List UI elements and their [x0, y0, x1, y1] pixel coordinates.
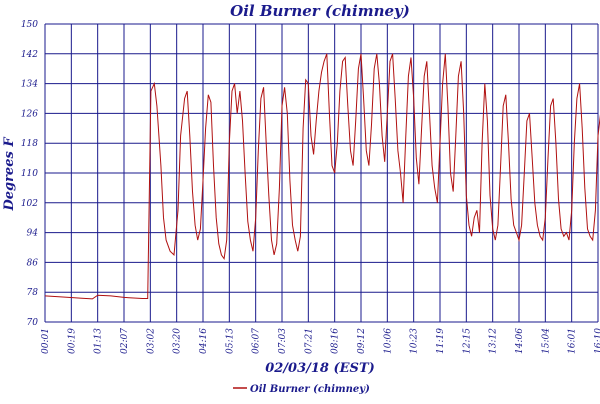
x-tick-label: 05:13 [225, 328, 235, 354]
y-tick-label: 70 [27, 318, 39, 328]
x-tick-label: 06:07 [252, 328, 262, 354]
x-tick-label: 07:03 [278, 328, 288, 354]
legend: Oil Burner (chimney) [233, 384, 370, 395]
x-tick-label: 16:01 [568, 328, 578, 354]
y-ticks: 70 78 86 94 102 110 118 126 134 142 150 [21, 20, 38, 328]
x-tick-label: 08:16 [331, 328, 341, 354]
y-tick-label: 94 [27, 229, 39, 239]
y-tick-label: 142 [21, 50, 38, 60]
x-tick-label: 16:10 [594, 328, 600, 354]
x-tick-label: 13:12 [489, 328, 499, 354]
x-tick-label: 10:23 [410, 328, 420, 354]
series-line [44, 53, 600, 300]
x-tick-label: 07:21 [304, 328, 314, 354]
x-tick-label: 00:01 [41, 328, 51, 354]
grid [44, 23, 599, 323]
y-tick-label: 78 [27, 288, 39, 298]
x-tick-label: 00:19 [67, 328, 77, 354]
y-tick-label: 150 [21, 20, 38, 30]
x-tick-label: 15:04 [541, 328, 551, 354]
x-axis-title: 02/03/18 (EST) [265, 361, 375, 376]
x-tick-label: 12:15 [462, 328, 472, 354]
y-tick-label: 126 [21, 109, 38, 119]
legend-label: Oil Burner (chimney) [250, 384, 370, 395]
x-tick-label: 01:13 [94, 328, 104, 354]
y-tick-label: 110 [21, 169, 38, 179]
x-tick-label: 02:07 [120, 328, 130, 354]
y-tick-label: 86 [27, 258, 39, 268]
series-layer [44, 53, 600, 300]
y-tick-label: 102 [21, 199, 38, 209]
x-tick-label: 03:02 [146, 328, 156, 354]
x-tick-label: 10:06 [383, 328, 393, 354]
x-tick-label: 09:12 [357, 328, 367, 354]
y-tick-label: 134 [21, 80, 38, 90]
y-axis-title: Degrees F [2, 137, 17, 212]
x-tick-label: 11:19 [436, 328, 446, 354]
x-tick-label: 04:16 [199, 328, 209, 354]
chart-title: Oil Burner (chimney) [230, 2, 410, 20]
x-ticks: 00:01 00:19 01:13 02:07 03:02 03:20 04:16 05:13… [41, 328, 600, 354]
x-tick-label: 03:20 [173, 328, 183, 354]
x-tick-label: 14:06 [515, 328, 525, 354]
y-tick-label: 118 [21, 139, 38, 149]
